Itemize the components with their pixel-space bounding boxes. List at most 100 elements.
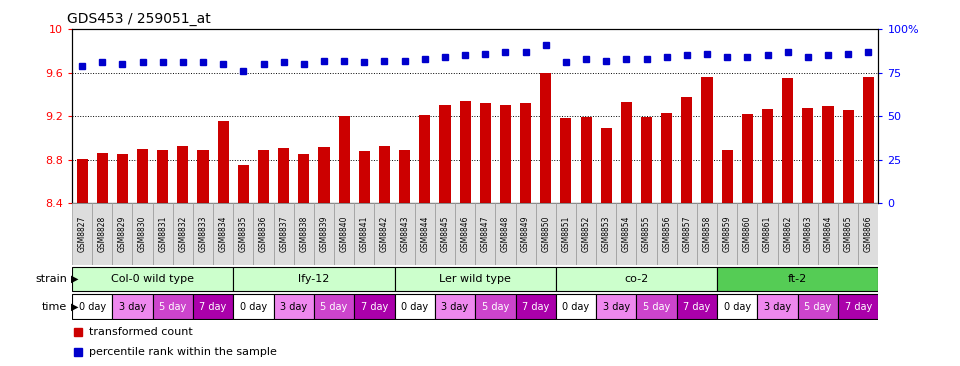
Text: GSM8835: GSM8835 <box>239 216 248 253</box>
Bar <box>677 294 717 319</box>
Text: ▶: ▶ <box>71 274 79 284</box>
Bar <box>556 294 596 319</box>
Text: 7 day: 7 day <box>361 302 388 311</box>
Bar <box>112 203 132 265</box>
Bar <box>77 158 87 203</box>
Bar <box>420 115 430 203</box>
Bar <box>480 103 491 203</box>
Bar <box>616 203 636 265</box>
Bar <box>737 203 757 265</box>
Text: Col-0 wild type: Col-0 wild type <box>111 274 194 284</box>
Bar <box>520 103 531 203</box>
Bar <box>757 203 778 265</box>
Bar <box>218 120 228 203</box>
Text: transformed count: transformed count <box>88 327 193 337</box>
Bar <box>193 203 213 265</box>
Bar <box>274 294 314 319</box>
Bar <box>823 107 833 203</box>
Bar <box>838 294 878 319</box>
Text: GSM8857: GSM8857 <box>683 216 691 253</box>
Bar <box>798 203 818 265</box>
Bar <box>596 294 636 319</box>
Bar <box>314 294 354 319</box>
Bar <box>379 146 390 203</box>
Bar <box>137 149 148 203</box>
Text: 5 day: 5 day <box>482 302 509 311</box>
Bar <box>621 102 632 203</box>
Text: GDS453 / 259051_at: GDS453 / 259051_at <box>67 12 211 26</box>
Text: GSM8838: GSM8838 <box>300 216 308 253</box>
Text: 0 day: 0 day <box>79 302 106 311</box>
Text: GSM8836: GSM8836 <box>259 216 268 253</box>
Text: 7 day: 7 day <box>684 302 710 311</box>
Bar <box>334 203 354 265</box>
Text: ft-2: ft-2 <box>788 274 807 284</box>
Text: 0 day: 0 day <box>401 302 428 311</box>
Bar <box>72 203 92 265</box>
Text: GSM8828: GSM8828 <box>98 216 107 253</box>
Text: ▶: ▶ <box>71 302 79 311</box>
Bar <box>193 294 233 319</box>
Text: 3 day: 3 day <box>280 302 307 311</box>
Text: strain: strain <box>36 274 67 284</box>
Text: GSM8864: GSM8864 <box>824 216 832 253</box>
Bar <box>757 294 798 319</box>
Text: 3 day: 3 day <box>603 302 630 311</box>
Bar <box>153 294 193 319</box>
Text: GSM8842: GSM8842 <box>380 216 389 253</box>
Bar <box>359 151 370 203</box>
Bar <box>475 294 516 319</box>
Bar <box>682 97 692 203</box>
Bar <box>863 77 874 203</box>
Bar <box>455 203 475 265</box>
Bar <box>540 73 551 203</box>
Bar <box>395 294 435 319</box>
Bar <box>495 203 516 265</box>
Text: GSM8860: GSM8860 <box>743 216 752 253</box>
Bar <box>717 267 878 291</box>
Text: GSM8861: GSM8861 <box>763 216 772 253</box>
Text: GSM8843: GSM8843 <box>400 216 409 253</box>
Bar <box>112 294 153 319</box>
Bar <box>274 203 294 265</box>
Text: GSM8831: GSM8831 <box>158 216 167 253</box>
Bar <box>778 203 798 265</box>
Bar <box>838 203 858 265</box>
Text: GSM8841: GSM8841 <box>360 216 369 253</box>
Bar <box>858 203 878 265</box>
Bar <box>374 203 395 265</box>
Bar <box>278 148 289 203</box>
Text: GSM8827: GSM8827 <box>78 216 86 253</box>
Bar <box>636 294 677 319</box>
Bar <box>435 203 455 265</box>
Bar <box>233 294 274 319</box>
Text: 3 day: 3 day <box>764 302 791 311</box>
Text: GSM8839: GSM8839 <box>320 216 328 253</box>
Text: GSM8865: GSM8865 <box>844 216 852 253</box>
Bar <box>717 203 737 265</box>
Bar <box>556 203 576 265</box>
Bar <box>581 117 591 203</box>
Text: GSM8849: GSM8849 <box>521 216 530 253</box>
Bar <box>677 203 697 265</box>
Text: GSM8847: GSM8847 <box>481 216 490 253</box>
Bar <box>762 109 773 203</box>
Text: GSM8848: GSM8848 <box>501 216 510 253</box>
Text: 5 day: 5 day <box>643 302 670 311</box>
Bar <box>742 114 753 203</box>
Text: 7 day: 7 day <box>200 302 227 311</box>
Text: 0 day: 0 day <box>724 302 751 311</box>
Bar <box>475 203 495 265</box>
Text: GSM8850: GSM8850 <box>541 216 550 253</box>
Bar <box>92 203 112 265</box>
Bar <box>395 203 415 265</box>
Bar <box>72 294 112 319</box>
Bar <box>576 203 596 265</box>
Text: GSM8856: GSM8856 <box>662 216 671 253</box>
Text: GSM8837: GSM8837 <box>279 216 288 253</box>
Bar <box>803 108 813 203</box>
Bar <box>238 165 249 203</box>
Bar <box>516 203 536 265</box>
Bar <box>354 203 374 265</box>
Bar <box>415 203 435 265</box>
